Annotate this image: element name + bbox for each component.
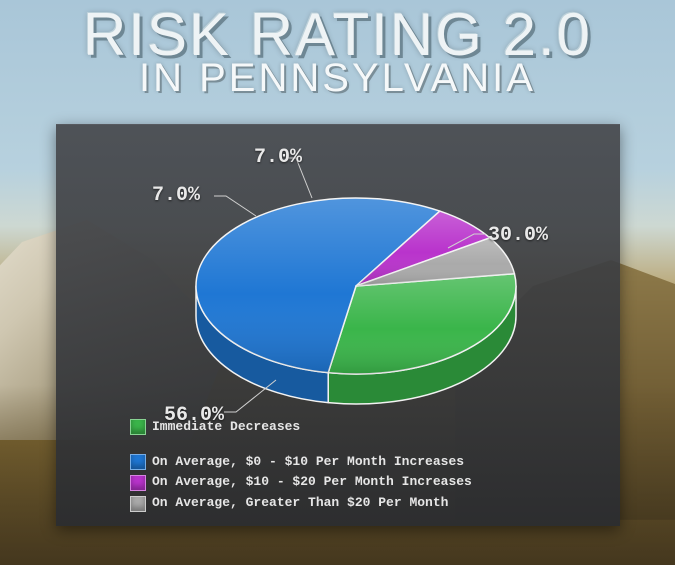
legend-item: Immediate Decreases — [130, 417, 300, 438]
legend-row: On Average, $10 - $20 Per Month Increase… — [130, 472, 600, 493]
legend: Immediate Decreases On Average, $0 - $10 … — [130, 417, 600, 514]
legend-row: Immediate Decreases On Average, $0 - $10 … — [130, 417, 600, 473]
legend-label: On Average, Greater Than $20 Per Month — [152, 493, 448, 514]
pie-label: 7.0% — [254, 146, 302, 169]
title-block: RISK RATING 2.0 IN PENNSYLVANIA — [0, 6, 675, 97]
legend-label: Immediate Decreases — [152, 417, 300, 438]
pie-chart — [56, 124, 620, 444]
legend-label: On Average, $0 - $10 Per Month Increases — [152, 452, 464, 473]
legend-swatch — [130, 475, 146, 491]
pie-label: 7.0% — [152, 184, 200, 207]
legend-item: On Average, Greater Than $20 Per Month — [130, 493, 448, 514]
legend-item: On Average, $10 - $20 Per Month Increase… — [130, 472, 472, 493]
legend-swatch — [130, 496, 146, 512]
infographic-stage: RISK RATING 2.0 IN PENNSYLVANIA 30.0%56.… — [0, 0, 675, 565]
pie-label: 30.0% — [488, 224, 548, 247]
title-main: RISK RATING 2.0 — [0, 6, 675, 63]
legend-item: On Average, $0 - $10 Per Month Increases — [130, 452, 464, 473]
chart-panel: 30.0%56.0%7.0%7.0% Immediate DecreasesOn… — [56, 124, 620, 526]
legend-label: On Average, $10 - $20 Per Month Increase… — [152, 472, 472, 493]
legend-swatch — [130, 454, 146, 470]
legend-swatch — [130, 419, 146, 435]
legend-row: On Average, Greater Than $20 Per Month — [130, 493, 600, 514]
